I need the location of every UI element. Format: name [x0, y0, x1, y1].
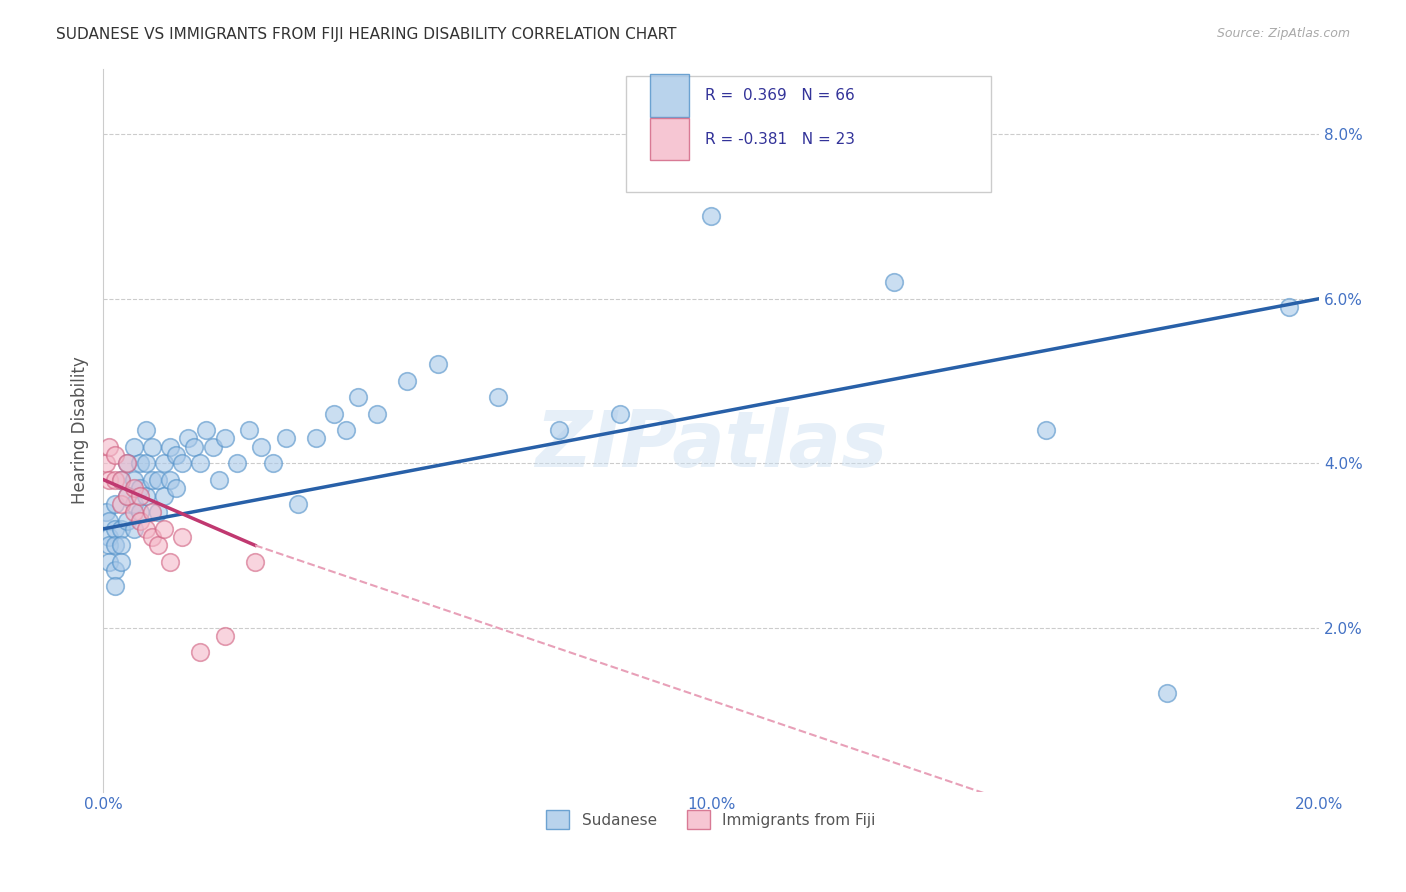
- Point: [153, 522, 176, 536]
- Point: [128, 456, 150, 470]
- Point: [122, 473, 145, 487]
- Point: [104, 538, 127, 552]
- Point: [146, 473, 169, 487]
- Point: [141, 505, 163, 519]
- Text: SUDANESE VS IMMIGRANTS FROM FIJI HEARING DISABILITY CORRELATION CHART: SUDANESE VS IMMIGRANTS FROM FIJI HEARING…: [56, 27, 676, 42]
- Point: [104, 579, 127, 593]
- Point: [165, 448, 187, 462]
- Point: [104, 563, 127, 577]
- Point: [110, 473, 132, 487]
- FancyBboxPatch shape: [651, 118, 689, 161]
- Point: [172, 530, 194, 544]
- Point: [146, 505, 169, 519]
- Point: [135, 489, 157, 503]
- Point: [172, 456, 194, 470]
- Point: [122, 481, 145, 495]
- Point: [238, 423, 260, 437]
- Point: [117, 456, 139, 470]
- Point: [98, 538, 121, 552]
- Point: [159, 440, 181, 454]
- Point: [1278, 300, 1301, 314]
- Point: [110, 538, 132, 552]
- Point: [104, 448, 127, 462]
- Point: [98, 555, 121, 569]
- Point: [347, 390, 370, 404]
- Point: [159, 555, 181, 569]
- Point: [1156, 686, 1178, 700]
- Point: [208, 473, 231, 487]
- Point: [110, 473, 132, 487]
- Point: [305, 432, 328, 446]
- Point: [153, 489, 176, 503]
- Point: [135, 522, 157, 536]
- Point: [104, 473, 127, 487]
- Point: [426, 358, 449, 372]
- Point: [177, 432, 200, 446]
- Point: [159, 473, 181, 487]
- Point: [274, 432, 297, 446]
- Point: [165, 481, 187, 495]
- Point: [214, 432, 236, 446]
- Point: [128, 489, 150, 503]
- Point: [323, 407, 346, 421]
- Point: [548, 423, 571, 437]
- Y-axis label: Hearing Disability: Hearing Disability: [72, 357, 89, 504]
- Point: [609, 407, 631, 421]
- Point: [96, 456, 118, 470]
- Point: [190, 456, 212, 470]
- Point: [122, 497, 145, 511]
- Point: [1035, 423, 1057, 437]
- Text: ZIPatlas: ZIPatlas: [536, 407, 887, 483]
- Point: [700, 210, 723, 224]
- Point: [117, 489, 139, 503]
- Point: [122, 505, 145, 519]
- Point: [128, 481, 150, 495]
- Point: [96, 505, 118, 519]
- Point: [117, 489, 139, 503]
- Point: [104, 522, 127, 536]
- Point: [287, 497, 309, 511]
- Point: [122, 522, 145, 536]
- Point: [201, 440, 224, 454]
- Point: [243, 555, 266, 569]
- Text: Source: ZipAtlas.com: Source: ZipAtlas.com: [1216, 27, 1350, 40]
- Point: [225, 456, 247, 470]
- Point: [262, 456, 284, 470]
- Point: [190, 645, 212, 659]
- Point: [366, 407, 388, 421]
- Point: [153, 456, 176, 470]
- Point: [110, 522, 132, 536]
- Point: [135, 423, 157, 437]
- Point: [110, 555, 132, 569]
- Point: [883, 275, 905, 289]
- Legend: Sudanese, Immigrants from Fiji: Sudanese, Immigrants from Fiji: [540, 804, 882, 835]
- Point: [250, 440, 273, 454]
- Point: [117, 456, 139, 470]
- FancyBboxPatch shape: [651, 74, 689, 117]
- Point: [486, 390, 509, 404]
- Point: [98, 530, 121, 544]
- Point: [128, 505, 150, 519]
- Point: [128, 514, 150, 528]
- Point: [195, 423, 218, 437]
- Point: [98, 514, 121, 528]
- Point: [122, 440, 145, 454]
- Text: R = -0.381   N = 23: R = -0.381 N = 23: [704, 131, 855, 146]
- Point: [146, 538, 169, 552]
- Point: [110, 497, 132, 511]
- Point: [141, 530, 163, 544]
- Point: [183, 440, 205, 454]
- Point: [104, 497, 127, 511]
- Text: R =  0.369   N = 66: R = 0.369 N = 66: [704, 88, 855, 103]
- Point: [396, 374, 419, 388]
- FancyBboxPatch shape: [626, 76, 991, 192]
- Point: [117, 514, 139, 528]
- Point: [214, 629, 236, 643]
- Point: [98, 473, 121, 487]
- Point: [135, 456, 157, 470]
- Point: [141, 473, 163, 487]
- Point: [335, 423, 357, 437]
- Point: [141, 440, 163, 454]
- Point: [98, 440, 121, 454]
